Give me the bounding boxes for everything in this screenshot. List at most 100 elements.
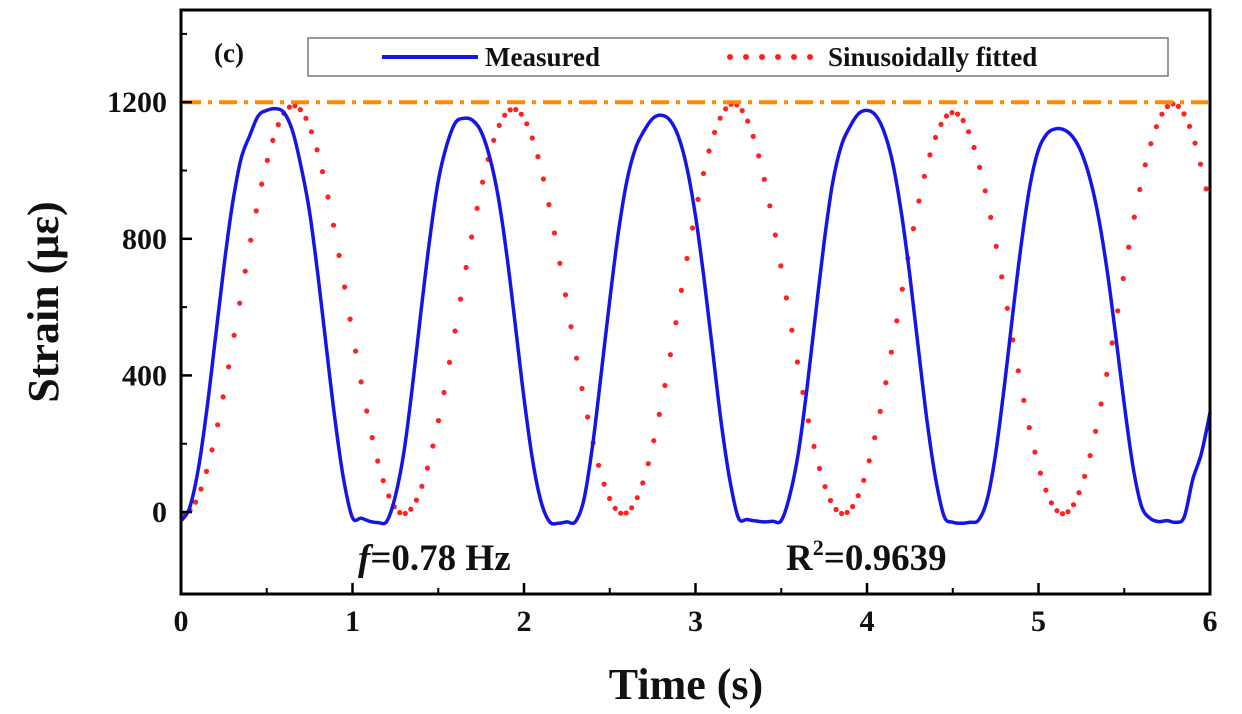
fitted-point xyxy=(601,481,607,487)
fitted-point xyxy=(811,443,817,449)
fitted-point xyxy=(822,484,828,490)
fitted-point xyxy=(1043,487,1049,493)
fitted-point xyxy=(883,380,889,386)
fitted-point xyxy=(524,121,530,127)
fitted-point xyxy=(894,318,900,324)
fitted-point xyxy=(297,107,303,113)
fitted-point xyxy=(1120,275,1126,282)
fitted-point xyxy=(839,510,845,517)
fitted-point xyxy=(623,510,629,516)
fitted-point xyxy=(1197,161,1204,167)
legend-fitted-dot xyxy=(743,54,749,60)
fitted-point xyxy=(573,355,580,361)
fitted-point xyxy=(745,118,751,124)
fitted-point xyxy=(535,154,541,160)
fitted-point xyxy=(1054,508,1060,514)
fitted-point xyxy=(938,121,944,127)
fitted-point xyxy=(347,316,353,322)
fitted-point xyxy=(1142,162,1148,168)
fitted-point xyxy=(220,394,226,400)
fitted-point xyxy=(921,173,928,179)
fitted-point xyxy=(717,115,723,121)
fitted-point xyxy=(1104,371,1110,377)
fitted-point xyxy=(579,385,585,392)
fitted-point xyxy=(1065,509,1071,515)
fitted-point xyxy=(259,181,265,187)
fitted-point xyxy=(971,144,977,151)
fitted-point xyxy=(850,503,856,510)
fitted-point xyxy=(568,324,574,330)
fitted-point xyxy=(783,295,790,301)
fitted-point xyxy=(198,486,204,492)
fitted-point xyxy=(855,493,861,499)
fitted-point xyxy=(518,111,524,117)
fitted-point xyxy=(314,147,320,153)
fitted-point xyxy=(435,418,442,424)
fitted-point xyxy=(960,117,966,124)
fitted-point xyxy=(562,292,569,298)
legend-fitted-dot xyxy=(775,54,781,60)
r-squared-value: =0.9639 xyxy=(824,538,947,579)
fitted-point xyxy=(209,447,215,453)
fitted-point xyxy=(557,260,563,266)
fitted-point xyxy=(369,435,375,441)
fitted-point xyxy=(226,364,232,370)
fitted-point xyxy=(1192,140,1198,146)
measured-series xyxy=(179,106,1212,526)
fitted-point xyxy=(877,408,883,414)
fitted-point xyxy=(618,510,624,516)
fitted-point xyxy=(778,263,784,269)
fitted-point xyxy=(358,379,364,385)
fitted-point xyxy=(585,414,591,420)
fitted-point xyxy=(607,495,613,502)
fitted-point xyxy=(1109,340,1115,346)
fitted-point xyxy=(982,188,988,194)
legend-fitted-dot xyxy=(807,54,813,60)
fitted-point xyxy=(231,332,237,338)
fitted-point xyxy=(966,129,972,135)
fitted-point xyxy=(192,499,199,505)
fitted-point xyxy=(706,148,712,154)
fitted-point xyxy=(1148,141,1154,147)
fitted-point xyxy=(1115,308,1121,314)
fitted-point xyxy=(1059,511,1066,517)
fitted-point xyxy=(402,510,408,517)
fitted-point xyxy=(237,300,243,306)
fitted-point xyxy=(446,359,453,365)
fitted-point xyxy=(546,202,552,208)
fitted-point xyxy=(651,438,657,444)
fitted-point xyxy=(397,509,403,516)
fitted-point xyxy=(308,129,314,135)
fitted-point xyxy=(375,458,381,464)
fitted-point xyxy=(1076,490,1082,496)
fitted-point xyxy=(833,506,839,513)
fitted-point xyxy=(441,389,447,396)
x-tick-label: 5 xyxy=(1031,605,1046,638)
fitted-point xyxy=(1082,473,1088,479)
fitted-point xyxy=(789,327,795,333)
frequency-value: =0.78 Hz xyxy=(370,538,510,579)
fitted-point xyxy=(424,465,430,471)
fitted-point xyxy=(275,122,281,128)
fitted-point xyxy=(640,480,646,486)
fitted-point xyxy=(248,237,254,243)
measured-line xyxy=(179,106,1212,526)
fitted-point xyxy=(1181,111,1187,117)
fitted-point xyxy=(303,115,309,121)
legend-measured-label: Measured xyxy=(485,42,600,72)
fitted-point xyxy=(325,194,331,200)
fitted-point xyxy=(452,328,458,334)
fitted-point xyxy=(342,284,348,290)
fitted-point xyxy=(667,352,674,358)
fitted-point xyxy=(551,230,558,236)
fitted-point xyxy=(242,268,248,274)
fitted-point xyxy=(634,495,640,501)
fitted-point xyxy=(1015,368,1021,374)
fitted-point xyxy=(419,483,425,489)
fitted-point xyxy=(988,214,994,220)
fitted-point xyxy=(1032,449,1038,455)
fitted-point xyxy=(1048,500,1054,506)
fitted-point xyxy=(203,468,210,474)
fitted-point xyxy=(916,198,922,204)
fitted-point xyxy=(1026,425,1032,431)
